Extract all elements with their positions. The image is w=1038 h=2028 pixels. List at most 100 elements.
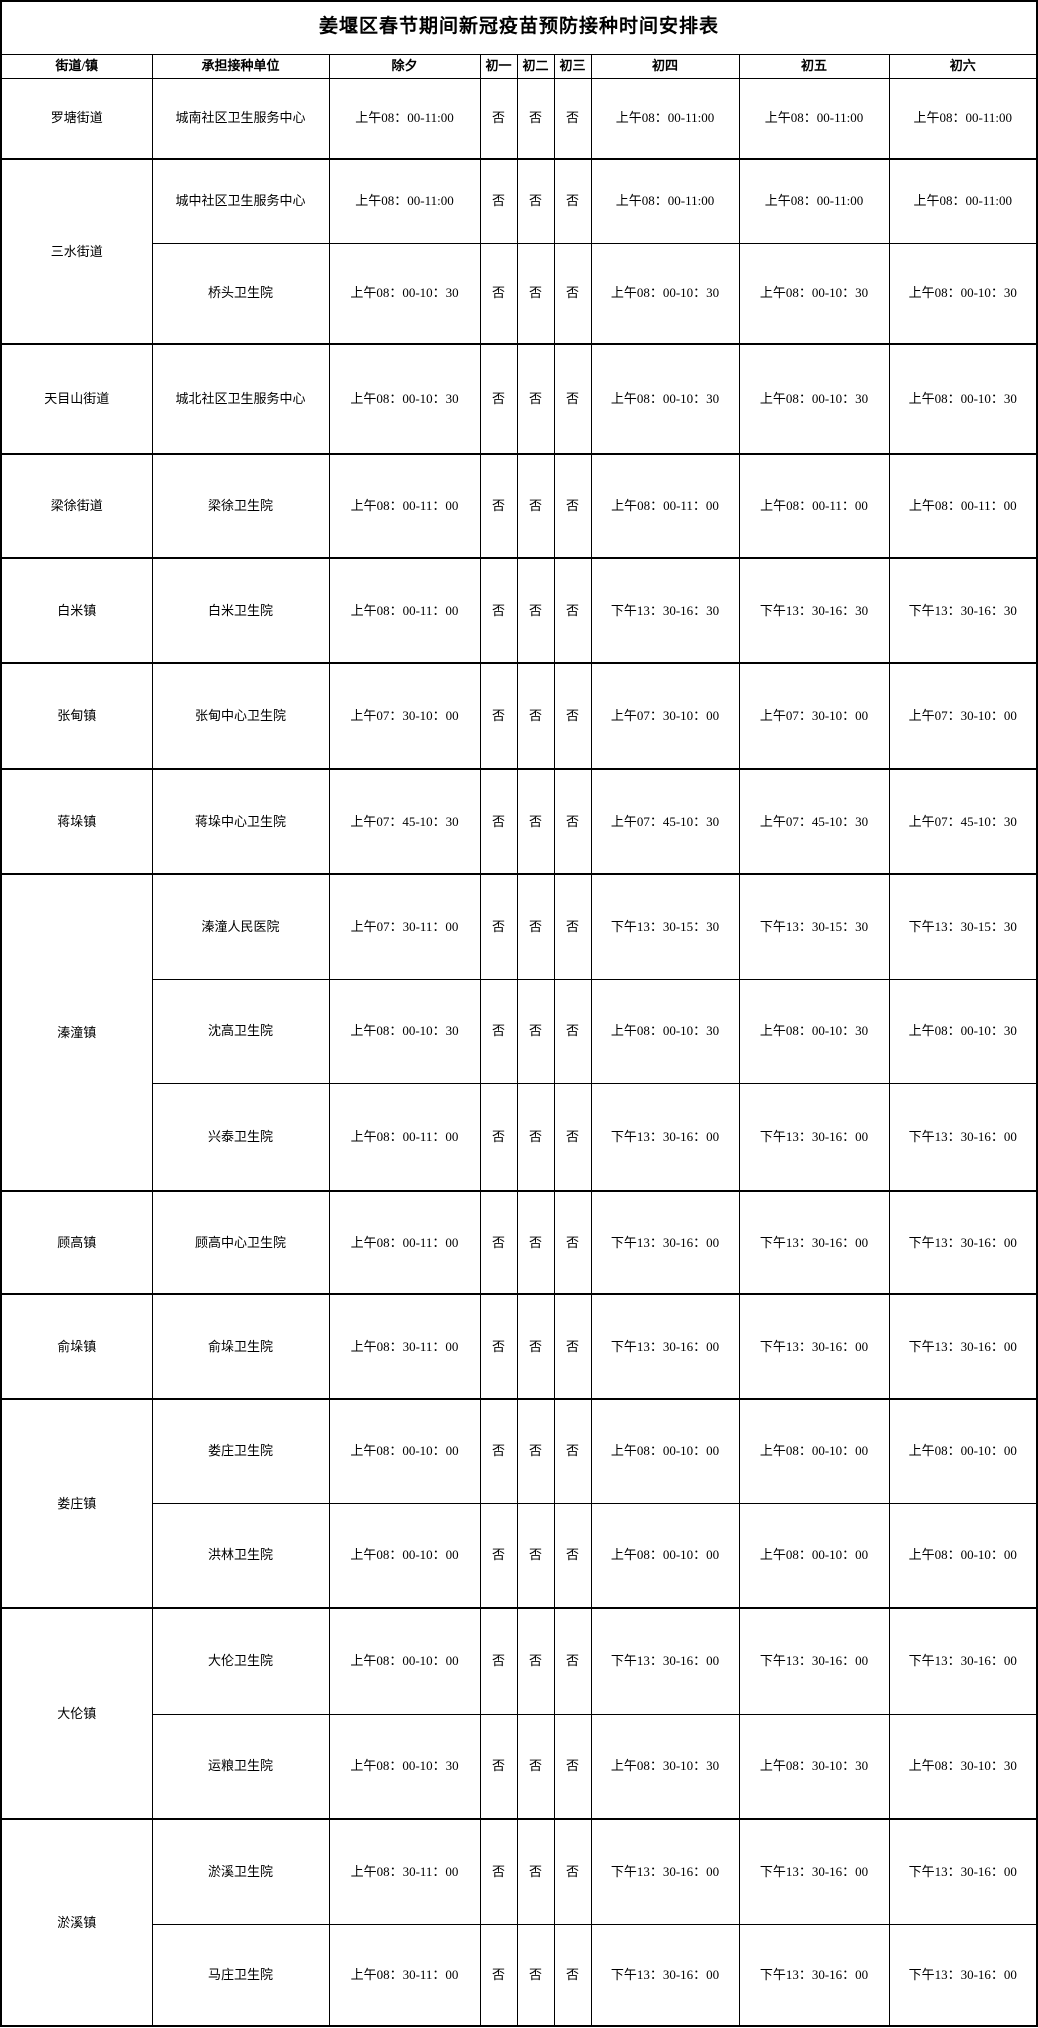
table-row: 桥头卫生院 上午08：00-10：30 否 否 否 上午08：00-10：30 … <box>1 242 1038 345</box>
table-row: 马庄卫生院 上午08：30-11：00 否 否 否 下午13：30-16：00 … <box>1 1923 1038 2027</box>
no-cell: 否 <box>553 1398 592 1504</box>
time-cell: 上午08：00-10：00 <box>738 1398 890 1504</box>
time-cell: 上午07：45-10：30 <box>590 768 740 875</box>
table-row: 三水街道 城中社区卫生服务中心 上午08：00-11:00 否 否 否 上午08… <box>0 158 1038 345</box>
unit-cell: 洪林卫生院 <box>151 1502 330 1609</box>
table-row: 沈高卫生院 上午08：00-10：30 否 否 否 上午08：00-10：30 … <box>1 978 1038 1084</box>
time-cell: 上午08：00-10：00 <box>328 1502 481 1609</box>
no-cell: 否 <box>479 873 518 980</box>
no-cell: 否 <box>516 242 555 345</box>
no-cell: 否 <box>553 768 592 875</box>
time-cell: 下午13：30-16：00 <box>590 1818 740 1925</box>
no-cell: 否 <box>479 1502 518 1609</box>
time-cell: 下午13：30-16：00 <box>888 1923 1038 2027</box>
no-cell: 否 <box>479 77 518 160</box>
unit-cell: 淤溪卫生院 <box>151 1818 330 1925</box>
no-cell: 否 <box>516 453 555 559</box>
time-cell: 下午13：30-16：30 <box>590 557 740 664</box>
unit-cell: 桥头卫生院 <box>151 242 330 345</box>
unit-cell: 俞垛卫生院 <box>151 1293 330 1400</box>
table-row: 张甸镇 张甸中心卫生院 上午07：30-10：00 否 否 否 上午07：30-… <box>0 662 1038 770</box>
column-header-chusan: 初三 <box>553 53 592 79</box>
town-cell: 蒋垛镇 <box>0 768 153 875</box>
no-cell: 否 <box>479 453 518 559</box>
time-cell: 下午13：30-16：00 <box>738 1082 890 1192</box>
time-cell: 下午13：30-16：30 <box>888 557 1038 664</box>
time-cell: 上午07：30-10：00 <box>888 662 1038 770</box>
town-cell: 大伦镇 <box>0 1607 153 1820</box>
unit-cell: 城中社区卫生服务中心 <box>151 158 330 244</box>
unit-cell: 城南社区卫生服务中心 <box>151 77 330 160</box>
no-cell: 否 <box>479 1607 518 1715</box>
no-cell: 否 <box>479 1713 518 1820</box>
time-cell: 上午08：00-11：00 <box>328 1190 481 1295</box>
no-cell: 否 <box>553 873 592 980</box>
no-cell: 否 <box>479 158 518 244</box>
no-cell: 否 <box>479 1293 518 1400</box>
page-title: 姜堰区春节期间新冠疫苗预防接种时间安排表 <box>0 0 1038 55</box>
no-cell: 否 <box>479 978 518 1084</box>
header-row: 街道/镇 承担接种单位 除夕 初一 初二 初三 初四 初五 初六 <box>0 53 1038 79</box>
town-cell: 罗塘街道 <box>0 77 153 160</box>
time-cell: 下午13：30-15：30 <box>590 873 740 980</box>
time-cell: 上午08：00-10：00 <box>738 1502 890 1609</box>
unit-cell: 马庄卫生院 <box>151 1923 330 2027</box>
no-cell: 否 <box>553 158 592 244</box>
time-cell: 下午13：30-16：00 <box>590 1923 740 2027</box>
table-row: 运粮卫生院 上午08：00-10：30 否 否 否 上午08：30-10：30 … <box>1 1713 1038 1820</box>
no-cell: 否 <box>479 1923 518 2027</box>
time-cell: 上午07：30-10：00 <box>590 662 740 770</box>
unit-cell: 兴泰卫生院 <box>151 1082 330 1192</box>
time-cell: 下午13：30-16：00 <box>590 1190 740 1295</box>
time-cell: 上午08：00-11：00 <box>328 453 481 559</box>
time-cell: 上午08：30-10：30 <box>738 1713 890 1820</box>
no-cell: 否 <box>516 1502 555 1609</box>
no-cell: 否 <box>516 768 555 875</box>
unit-cell: 张甸中心卫生院 <box>151 662 330 770</box>
time-cell: 下午13：30-16：00 <box>590 1082 740 1192</box>
time-cell: 上午08：00-10：30 <box>738 343 890 455</box>
table-row: 兴泰卫生院 上午08：00-11：00 否 否 否 下午13：30-16：00 … <box>1 1082 1038 1192</box>
town-cell: 梁徐街道 <box>0 453 153 559</box>
town-cell: 淤溪镇 <box>0 1818 153 2027</box>
column-header-town: 街道/镇 <box>0 53 153 79</box>
time-cell: 下午13：30-15：30 <box>888 873 1038 980</box>
table-row: 顾高镇 顾高中心卫生院 上午08：00-11：00 否 否 否 下午13：30-… <box>0 1190 1038 1295</box>
no-cell: 否 <box>553 77 592 160</box>
table-row: 罗塘街道 城南社区卫生服务中心 上午08：00-11:00 否 否 否 上午08… <box>0 77 1038 160</box>
time-cell: 上午08：00-11:00 <box>590 158 740 244</box>
time-cell: 上午08：30-11：00 <box>328 1923 481 2027</box>
town-cell: 顾高镇 <box>0 1190 153 1295</box>
time-cell: 下午13：30-16：00 <box>590 1607 740 1715</box>
time-cell: 上午08：00-11:00 <box>328 158 481 244</box>
time-cell: 上午08：00-11：00 <box>888 453 1038 559</box>
time-cell: 上午08：00-10：30 <box>590 242 740 345</box>
time-cell: 上午08：00-11:00 <box>738 158 890 244</box>
unit-cell: 蒋垛中心卫生院 <box>151 768 330 875</box>
unit-cell: 顾高中心卫生院 <box>151 1190 330 1295</box>
no-cell: 否 <box>479 242 518 345</box>
time-cell: 上午08：00-10：00 <box>590 1502 740 1609</box>
time-cell: 上午08：30-10：30 <box>888 1713 1038 1820</box>
no-cell: 否 <box>479 1082 518 1192</box>
unit-cell: 娄庄卫生院 <box>151 1398 330 1504</box>
time-cell: 上午08：00-10：30 <box>328 1713 481 1820</box>
time-cell: 上午08：00-10：00 <box>888 1502 1038 1609</box>
no-cell: 否 <box>516 1923 555 2027</box>
time-cell: 下午13：30-16：30 <box>738 557 890 664</box>
time-cell: 下午13：30-16：00 <box>738 1190 890 1295</box>
time-cell: 上午08：00-10：00 <box>328 1398 481 1504</box>
no-cell: 否 <box>516 1818 555 1925</box>
time-cell: 下午13：30-16：00 <box>738 1607 890 1715</box>
no-cell: 否 <box>516 1190 555 1295</box>
no-cell: 否 <box>516 158 555 244</box>
town-cell: 白米镇 <box>0 557 153 664</box>
column-header-chuxi: 除夕 <box>328 53 481 79</box>
unit-cell: 运粮卫生院 <box>151 1713 330 1820</box>
time-cell: 上午08：00-10：00 <box>328 1607 481 1715</box>
column-header-chuliu: 初六 <box>888 53 1038 79</box>
unit-cell: 城北社区卫生服务中心 <box>151 343 330 455</box>
table-row: 淤溪镇 淤溪卫生院 上午08：30-11：00 否 否 否 下午13：30-16… <box>0 1818 1038 2027</box>
column-header-chusi: 初四 <box>590 53 740 79</box>
